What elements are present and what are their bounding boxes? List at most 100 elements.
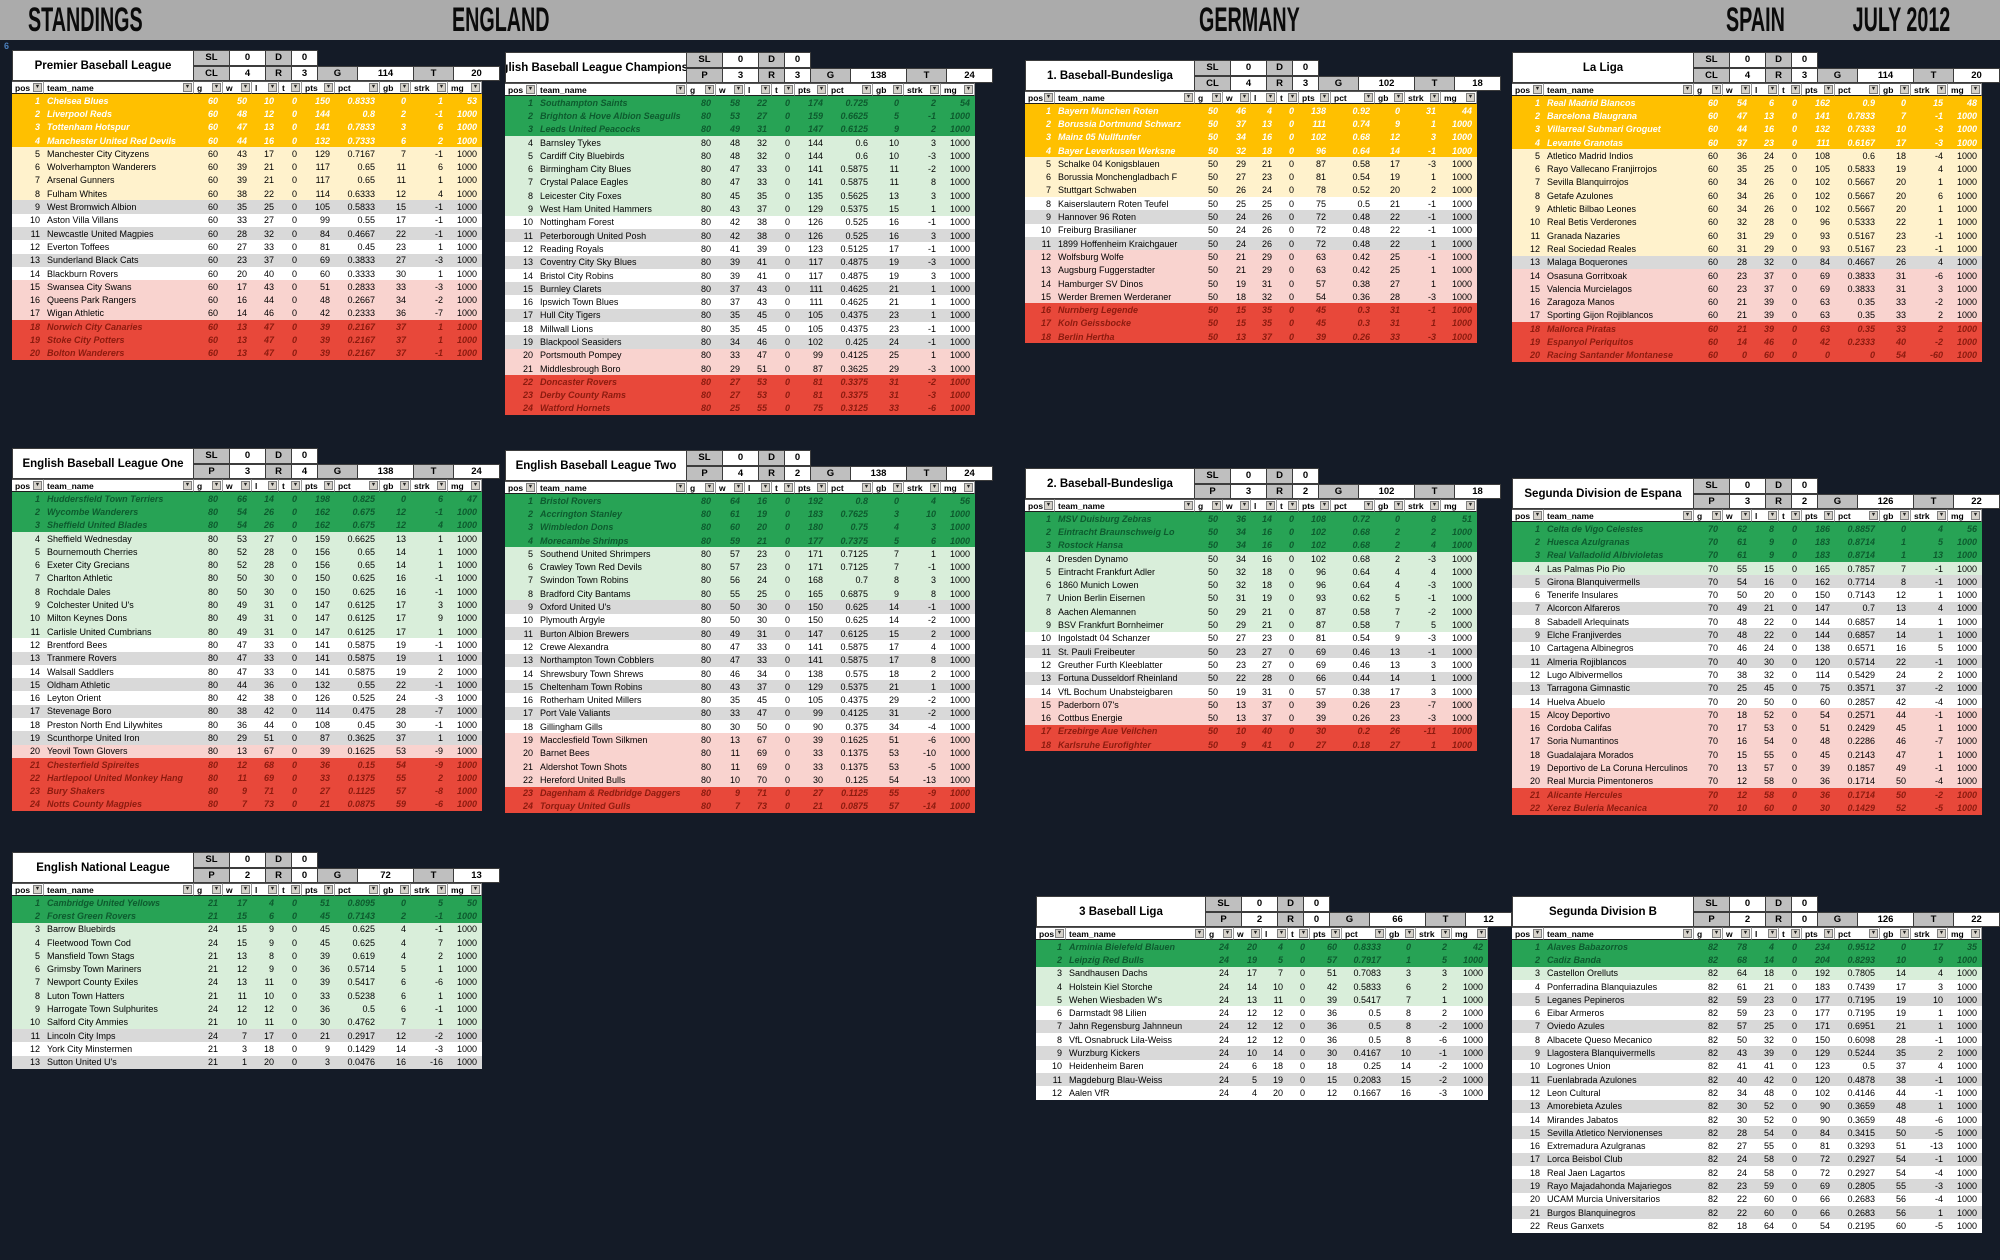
cell-pos[interactable]: 8: [34, 990, 40, 1001]
cell-mg[interactable]: 1000: [1956, 576, 1977, 587]
cell-strk[interactable]: 1: [437, 964, 443, 975]
cell-l[interactable]: 19: [1261, 593, 1272, 604]
table-row[interactable]: 9 Hannover 96 Roten 50 24 26 0 72 0.48 22 -1 1000: [1025, 210, 1477, 224]
cell-g[interactable]: 50: [1207, 553, 1218, 564]
cell-w[interactable]: 13: [1246, 994, 1257, 1005]
cell-g[interactable]: 50: [1207, 105, 1218, 116]
cell-pos[interactable]: 6: [1045, 580, 1051, 591]
cell-t[interactable]: 0: [1791, 590, 1797, 601]
cell-mg[interactable]: 1000: [1956, 310, 1977, 321]
cell-gb[interactable]: 5: [893, 110, 899, 121]
column-header-strk[interactable]: strk ▼: [411, 81, 448, 94]
cell-t[interactable]: 0: [291, 295, 297, 306]
filter-arrow-icon[interactable]: ▼: [1937, 85, 1946, 94]
column-header-mg[interactable]: mg ▼: [448, 479, 482, 492]
cell-gb[interactable]: 10: [888, 150, 899, 161]
cell-g[interactable]: 80: [700, 350, 711, 361]
cell-pct[interactable]: 0.4375: [840, 323, 868, 334]
table-row[interactable]: 8 Luton Town Hatters 21 11 10 0 33 0.5238 6 1 1000: [12, 989, 482, 1003]
cell-team_name[interactable]: Wycombe Wanderers: [47, 506, 139, 517]
cell-w[interactable]: 14: [1736, 336, 1747, 347]
cell-pct[interactable]: 0.375: [845, 721, 868, 732]
cell-pos[interactable]: 1: [1056, 941, 1062, 952]
cell-l[interactable]: 45: [756, 310, 767, 321]
cell-mg[interactable]: 1000: [456, 1057, 477, 1068]
cell-mg[interactable]: 1000: [1956, 656, 1977, 667]
cell-pct[interactable]: 0.1625: [347, 746, 375, 757]
cell-w[interactable]: 17: [1736, 723, 1747, 734]
cell-pts[interactable]: 84: [1819, 1127, 1830, 1138]
cell-team_name[interactable]: Stoke City Potters: [47, 334, 125, 345]
table-row[interactable]: 13 Sutton United U's 21 1 20 0 3 0.0476 16 -16 100…: [12, 1055, 482, 1069]
cell-strk[interactable]: 1: [1937, 590, 1943, 601]
cell-pct[interactable]: 0.3833: [347, 255, 375, 266]
cell-w[interactable]: 55: [1736, 563, 1747, 574]
cell-gb[interactable]: 0: [1394, 105, 1400, 116]
cell-pos[interactable]: 5: [1045, 566, 1051, 577]
cell-l[interactable]: 52: [1763, 709, 1774, 720]
cell-strk[interactable]: 3: [930, 230, 936, 241]
cell-g[interactable]: 50: [1207, 513, 1218, 524]
cell-w[interactable]: 35: [729, 695, 740, 706]
filter-arrow-icon[interactable]: ▼: [1477, 929, 1486, 938]
cell-l[interactable]: 16: [1261, 132, 1272, 143]
cell-mg[interactable]: 1000: [1451, 673, 1472, 684]
cell-pct[interactable]: 0.5875: [840, 655, 868, 666]
cell-pts[interactable]: 135: [807, 190, 823, 201]
cell-gb[interactable]: 12: [395, 520, 406, 531]
cell-mg[interactable]: 1000: [456, 924, 477, 935]
cell-t[interactable]: 0: [1791, 630, 1797, 641]
cell-mg[interactable]: 1000: [1956, 164, 1977, 175]
cell-team_name[interactable]: Ponferradina Blanquiazules: [1547, 981, 1658, 992]
cell-g[interactable]: 24: [1218, 941, 1229, 952]
cell-g[interactable]: 60: [1707, 110, 1718, 121]
cell-team_name[interactable]: Leipzig Red Bulls: [1069, 954, 1145, 965]
cell-pct[interactable]: 0.8: [362, 108, 375, 119]
cell-strk[interactable]: -3: [1934, 1180, 1943, 1191]
cell-mg[interactable]: 1000: [1451, 118, 1472, 129]
table-row[interactable]: 5 Wehen Wiesbaden W's 24 13 11 0 39 0.5417 7 1 100…: [1036, 993, 1488, 1007]
cell-team_name[interactable]: Tenerife Insulares: [1547, 590, 1619, 601]
cell-mg[interactable]: 1000: [1956, 1154, 1977, 1165]
cell-team_name[interactable]: St. Pauli Freibeuter: [1058, 646, 1136, 657]
filter-arrow-icon[interactable]: ▼: [964, 483, 973, 492]
cell-strk[interactable]: -13: [1929, 1141, 1943, 1152]
cell-pct[interactable]: 0.725: [845, 97, 868, 108]
cell-pos[interactable]: 4: [1534, 137, 1540, 148]
filter-arrow-icon[interactable]: ▼: [1900, 929, 1909, 938]
cell-g[interactable]: 60: [1707, 217, 1718, 228]
cell-w[interactable]: 25: [729, 403, 740, 414]
cell-gb[interactable]: 17: [1895, 137, 1906, 148]
table-row[interactable]: 21 Aldershot Town Shots 80 11 69 0 33 0.1375 53-…: [505, 759, 975, 774]
cell-g[interactable]: 24: [207, 1004, 218, 1015]
cell-t[interactable]: 0: [1791, 776, 1797, 787]
cell-w[interactable]: 58: [729, 97, 740, 108]
cell-team_name[interactable]: Magdeburg Blau-Weiss: [1069, 1074, 1163, 1085]
cell-w[interactable]: 26: [1235, 185, 1246, 196]
cell-team_name[interactable]: Koln Geissbocke: [1058, 318, 1132, 329]
cell-t[interactable]: 0: [1791, 603, 1797, 614]
cell-pts[interactable]: 18: [1326, 1061, 1337, 1072]
cell-mg[interactable]: 1000: [1451, 659, 1472, 670]
cell-l[interactable]: 34: [756, 668, 767, 679]
cell-w[interactable]: 29: [1235, 620, 1246, 631]
table-row[interactable]: 2 Borussia Dortmund Schwarz 50 37 13 0 111 0.74…: [1025, 117, 1477, 131]
cell-pts[interactable]: 81: [812, 390, 823, 401]
filter-arrow-icon[interactable]: ▼: [1044, 93, 1053, 102]
cell-w[interactable]: 12: [1246, 1008, 1257, 1019]
cell-l[interactable]: 9: [1768, 536, 1774, 547]
cell-w[interactable]: 64: [1736, 968, 1747, 979]
cell-team_name[interactable]: Brentford Bees: [47, 639, 108, 650]
cell-pos[interactable]: 12: [29, 1043, 40, 1054]
cell-team_name[interactable]: Hamburger SV Dinos: [1058, 278, 1144, 289]
cell-pct[interactable]: 0.4625: [840, 283, 868, 294]
cell-mg[interactable]: 1000: [1956, 1061, 1977, 1072]
cell-team_name[interactable]: Greuther Furth Kleeblatter: [1058, 659, 1163, 670]
filter-arrow-icon[interactable]: ▼: [1791, 85, 1800, 94]
cell-mg[interactable]: 1000: [949, 350, 970, 361]
cell-pts[interactable]: 69: [1819, 270, 1830, 281]
table-row[interactable]: 15 Valencia Murcielagos 60 23 37 0 69 0.3833 31 3…: [1512, 282, 1982, 296]
cell-gb[interactable]: 10: [1895, 124, 1906, 135]
cell-pct[interactable]: 0.3625: [347, 732, 375, 743]
cell-w[interactable]: 37: [729, 283, 740, 294]
